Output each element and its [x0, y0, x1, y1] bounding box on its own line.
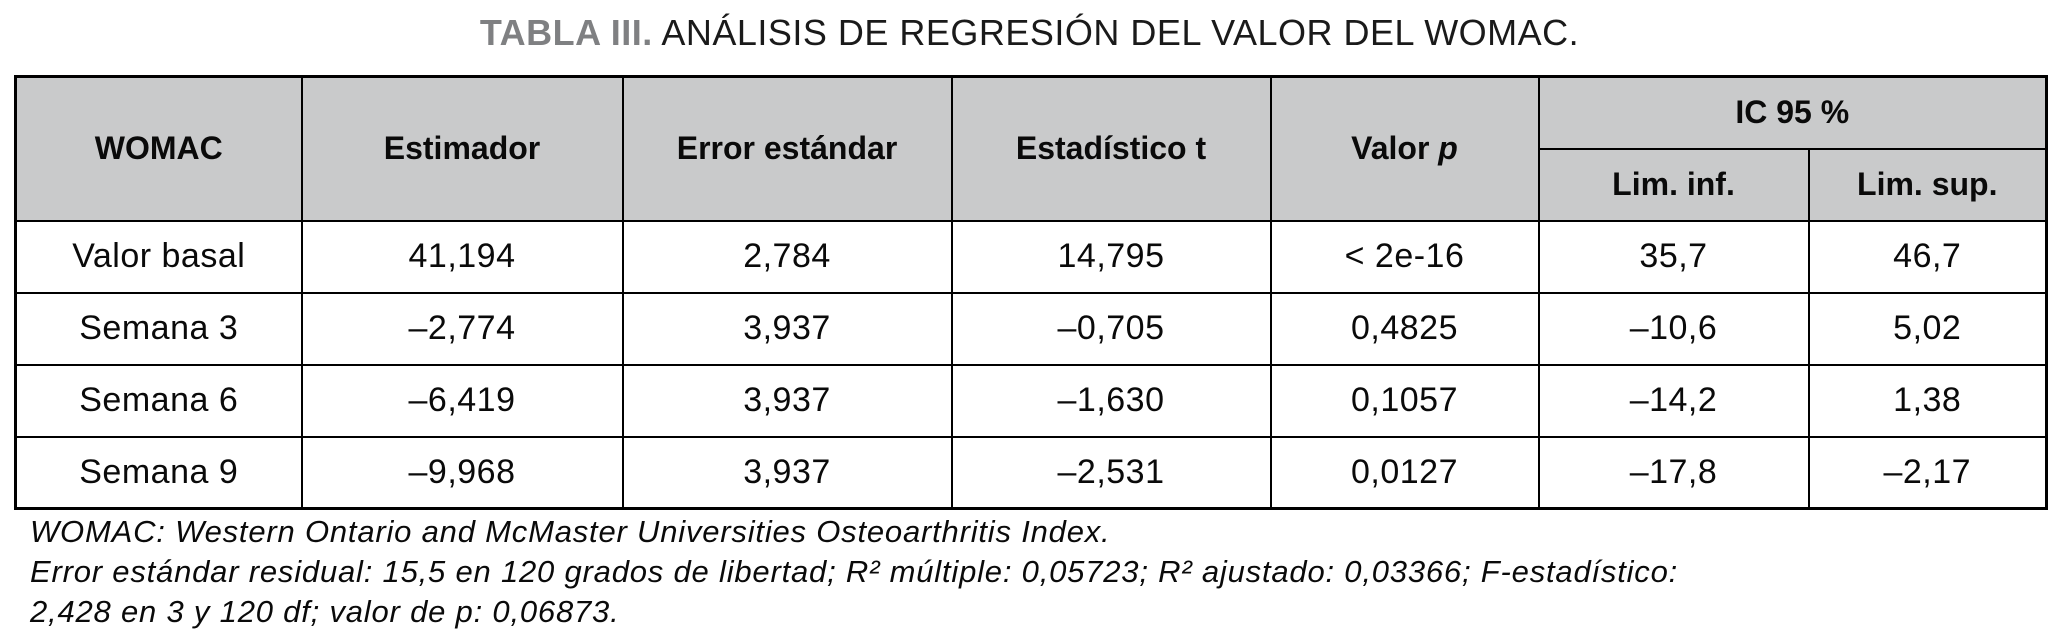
cell-label: Semana 6: [14, 363, 303, 438]
table-row-valor-basal: Valor basal 41,194 2,784 14,795 < 2e-16 …: [14, 219, 2048, 294]
table-header: WOMAC Estimador Error estándar Estadísti…: [14, 75, 2048, 222]
cell-error: 3,937: [621, 291, 953, 366]
header-womac: WOMAC: [14, 75, 303, 222]
cell-t: –2,531: [950, 435, 1272, 510]
cell-estimador: –2,774: [300, 291, 624, 366]
header-estimador: Estimador: [300, 75, 624, 222]
cell-lim-inf: –14,2: [1537, 363, 1810, 438]
cell-lim-sup: 1,38: [1807, 363, 2048, 438]
table-footnotes: WOMAC: Western Ontario and McMaster Univ…: [30, 512, 2040, 632]
cell-estimador: –9,968: [300, 435, 624, 510]
header-valor-p-prefix: Valor: [1351, 130, 1430, 167]
cell-lim-sup: 5,02: [1807, 291, 2048, 366]
cell-p: 0,0127: [1269, 435, 1540, 510]
table-row-semana-3: Semana 3 –2,774 3,937 –0,705 0,4825 –10,…: [14, 291, 2048, 366]
cell-lim-sup: –2,17: [1807, 435, 2048, 510]
table-title: TABLA III. ANÁLISIS DE REGRESIÓN DEL VAL…: [0, 12, 2059, 54]
cell-t: 14,795: [950, 219, 1272, 294]
cell-t: –1,630: [950, 363, 1272, 438]
header-estadistico-t: Estadístico t: [950, 75, 1272, 222]
footnote-line-3: 2,428 en 3 y 120 df; valor de p: 0,06873…: [30, 594, 620, 629]
table-title-text: ANÁLISIS DE REGRESIÓN DEL VALOR DEL WOMA…: [661, 12, 1580, 53]
header-ic-95: IC 95 %: [1537, 75, 2048, 150]
regression-table: WOMAC Estimador Error estándar Estadísti…: [14, 75, 2049, 510]
cell-label: Valor basal: [14, 219, 303, 294]
cell-label: Semana 9: [14, 435, 303, 510]
footnote-line-2: Error estándar residual: 15,5 en 120 gra…: [30, 554, 1679, 589]
table-row-semana-6: Semana 6 –6,419 3,937 –1,630 0,1057 –14,…: [14, 363, 2048, 438]
header-row-top: WOMAC Estimador Error estándar Estadísti…: [14, 75, 2048, 222]
table-title-label: TABLA III.: [479, 12, 653, 53]
cell-lim-inf: –10,6: [1537, 291, 1810, 366]
header-lim-sup: Lim. sup.: [1807, 147, 2048, 222]
cell-p: 0,4825: [1269, 291, 1540, 366]
table-row-semana-9: Semana 9 –9,968 3,937 –2,531 0,0127 –17,…: [14, 435, 2048, 510]
header-lim-inf: Lim. inf.: [1537, 147, 1810, 222]
header-valor-p: Valor p: [1269, 75, 1540, 222]
table-body: Valor basal 41,194 2,784 14,795 < 2e-16 …: [14, 219, 2048, 510]
cell-lim-inf: 35,7: [1537, 219, 1810, 294]
cell-p: 0,1057: [1269, 363, 1540, 438]
header-row-sub: Lim. inf. Lim. sup.: [16, 147, 2048, 222]
header-valor-p-symbol: p: [1438, 130, 1458, 167]
footnote-line-1: WOMAC: Western Ontario and McMaster Univ…: [30, 514, 1111, 549]
cell-error: 2,784: [621, 219, 953, 294]
cell-t: –0,705: [950, 291, 1272, 366]
cell-error: 3,937: [621, 363, 953, 438]
cell-lim-inf: –17,8: [1537, 435, 1810, 510]
cell-label: Semana 3: [14, 291, 303, 366]
cell-p: < 2e-16: [1269, 219, 1540, 294]
cell-estimador: 41,194: [300, 219, 624, 294]
cell-error: 3,937: [621, 435, 953, 510]
cell-estimador: –6,419: [300, 363, 624, 438]
header-error-estandar: Error estándar: [621, 75, 953, 222]
cell-lim-sup: 46,7: [1807, 219, 2048, 294]
